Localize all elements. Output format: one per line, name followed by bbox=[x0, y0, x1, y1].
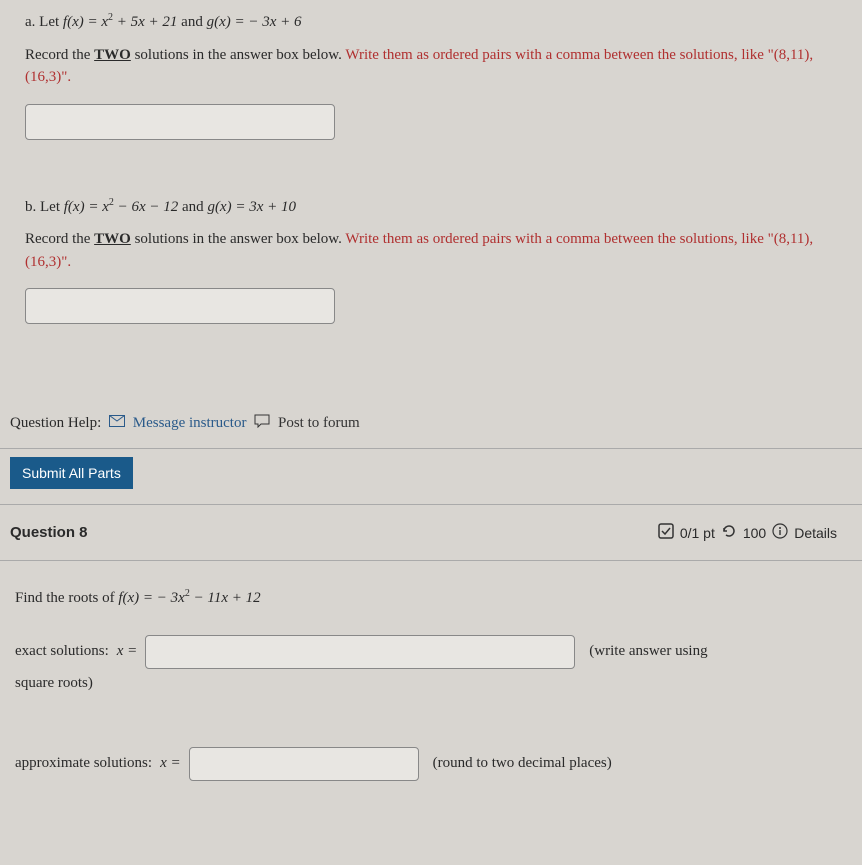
part-a-instr-lead: Record the bbox=[25, 47, 94, 63]
chat-icon bbox=[254, 414, 270, 433]
part-a-answer-input[interactable] bbox=[25, 104, 335, 140]
question-8-title: Question 8 bbox=[10, 524, 88, 541]
find-roots-pre: Find the roots of bbox=[15, 590, 118, 606]
part-a-instruction: Record the TWO solutions in the answer b… bbox=[25, 44, 837, 89]
question-8-header: Question 8 0/1 pt 100 Details bbox=[0, 504, 862, 561]
part-a-two: TWO bbox=[94, 47, 131, 63]
submit-all-parts-button[interactable]: Submit All Parts bbox=[10, 457, 133, 489]
score-text: 0/1 pt bbox=[680, 525, 715, 541]
part-b-fx-post: − 6x − 12 bbox=[114, 199, 178, 215]
part-a-instr-mid: solutions in the answer box below. bbox=[131, 47, 346, 63]
info-icon bbox=[772, 523, 788, 542]
retry-icon bbox=[721, 523, 737, 542]
roots-problem-text: Find the roots of f(x) = − 3x2 − 11x + 1… bbox=[15, 586, 837, 610]
part-b-instr-mid: solutions in the answer box below. bbox=[131, 231, 346, 247]
problem-part-a: a. Let f(x) = x2 + 5x + 21 and g(x) = − … bbox=[25, 10, 837, 140]
exact-solutions-input[interactable] bbox=[145, 635, 575, 669]
approx-xeq: x = bbox=[160, 755, 181, 772]
message-instructor-link[interactable]: Message instructor bbox=[133, 415, 247, 431]
question-help-bar: Question Help: Message instructor Post t… bbox=[0, 399, 862, 449]
part-a-equation: a. Let f(x) = x2 + 5x + 21 and g(x) = − … bbox=[25, 10, 837, 34]
problem-part-b: b. Let f(x) = x2 − 6x − 12 and g(x) = 3x… bbox=[25, 195, 837, 325]
part-b-fx-pre: f(x) = x bbox=[64, 199, 109, 215]
part-b-answer-input[interactable] bbox=[25, 288, 335, 324]
exact-solutions-row: exact solutions: x = (write answer using bbox=[15, 635, 837, 669]
roots-fx-post: − 11x + 12 bbox=[190, 590, 261, 606]
attempts-text: 100 bbox=[743, 525, 766, 541]
post-forum-link[interactable]: Post to forum bbox=[278, 415, 360, 431]
square-roots-text: square roots) bbox=[15, 675, 837, 692]
question-8-body: Find the roots of f(x) = − 3x2 − 11x + 1… bbox=[0, 561, 862, 791]
approx-label: approximate solutions: bbox=[15, 755, 152, 772]
help-label: Question Help: bbox=[10, 415, 101, 431]
part-b-instruction: Record the TWO solutions in the answer b… bbox=[25, 228, 837, 273]
part-b-gx: g(x) = 3x + 10 bbox=[207, 199, 296, 215]
checkbox-icon bbox=[658, 523, 674, 542]
part-b-equation: b. Let f(x) = x2 − 6x − 12 and g(x) = 3x… bbox=[25, 195, 837, 219]
part-b-and: and bbox=[182, 199, 207, 215]
details-link[interactable]: Details bbox=[794, 525, 837, 541]
part-b-label: b. Let bbox=[25, 199, 64, 215]
part-a-label: a. Let bbox=[25, 14, 63, 30]
part-a-fx-post: + 5x + 21 bbox=[113, 14, 177, 30]
part-a-fx-pre: f(x) = x bbox=[63, 14, 108, 30]
approx-solutions-row: approximate solutions: x = (round to two… bbox=[15, 747, 837, 781]
exact-hint: (write answer using bbox=[589, 643, 707, 660]
approx-hint: (round to two decimal places) bbox=[433, 755, 612, 772]
exact-xeq: x = bbox=[117, 643, 138, 660]
roots-fx-pre: f(x) = − 3x bbox=[118, 590, 184, 606]
exact-label: exact solutions: bbox=[15, 643, 109, 660]
part-b-instr-lead: Record the bbox=[25, 231, 94, 247]
approx-solutions-input[interactable] bbox=[189, 747, 419, 781]
part-b-two: TWO bbox=[94, 231, 131, 247]
question-8-meta: 0/1 pt 100 Details bbox=[658, 523, 837, 542]
part-a-and: and bbox=[181, 14, 206, 30]
part-a-gx: g(x) = − 3x + 6 bbox=[207, 14, 302, 30]
mail-icon bbox=[109, 415, 125, 432]
